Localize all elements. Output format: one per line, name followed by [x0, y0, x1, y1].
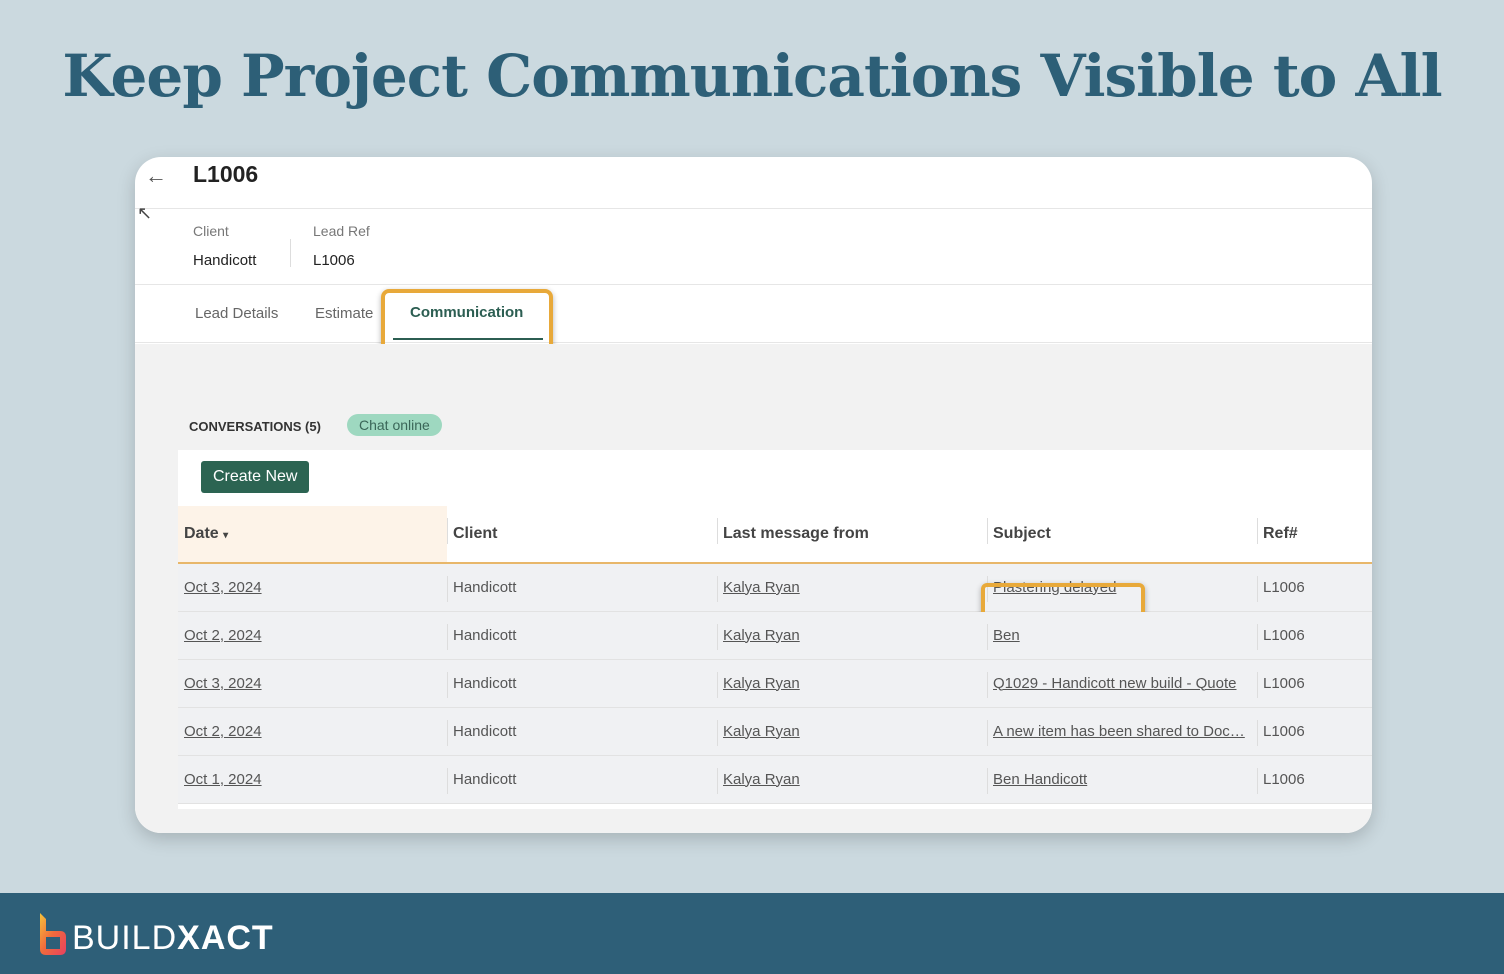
chat-status-badge: Chat online — [347, 414, 442, 436]
logo-mark-icon — [40, 913, 66, 955]
cell-ref: L1006 — [1263, 722, 1305, 740]
mouse-cursor-icon: ↖ — [137, 203, 153, 223]
active-tab-indicator — [393, 338, 543, 340]
lead-card: ← L1006 ↖ Client Handicott Lead Ref L1006 … — [135, 157, 1372, 833]
table-row[interactable]: Oct 3, 2024 Handicott Kalya Ryan Q1029 - Ha… — [178, 659, 1372, 708]
table-row[interactable]: Oct 2, 2024 Handicott Kalya Ryan Ben L1006 — [178, 611, 1372, 660]
cell-date[interactable]: Oct 3, 2024 — [184, 674, 262, 692]
cell-ref: L1006 — [1263, 770, 1305, 788]
client-value: Handicott — [193, 252, 257, 269]
table-row[interactable]: Oct 1, 2024 Handicott Kalya Ryan Ben Handic… — [178, 755, 1372, 804]
cell-date[interactable]: Oct 2, 2024 — [184, 626, 262, 644]
column-header-subject[interactable]: Subject — [987, 506, 1257, 564]
lead-ref-value: L1006 — [313, 252, 355, 269]
cell-subject[interactable]: Ben — [993, 626, 1020, 644]
table-row[interactable]: Oct 3, 2024 Handicott Kalya Ryan Plastering… — [178, 563, 1372, 625]
conversations-table: Date ▾ Client Last message from Subject … — [178, 506, 1372, 804]
cell-client: Handicott — [453, 722, 517, 740]
cell-last-message-from[interactable]: Kalya Ryan — [723, 626, 800, 644]
cell-subject[interactable]: Q1029 - Handicott new build - Quote — [993, 674, 1237, 692]
tab-lead-details[interactable]: Lead Details — [195, 305, 279, 322]
cell-ref: L1006 — [1263, 578, 1305, 596]
buildxact-logo: BUILDXACT — [40, 913, 274, 955]
back-arrow-icon[interactable]: ← — [145, 163, 167, 188]
divider — [290, 239, 291, 267]
client-label: Client — [193, 223, 229, 239]
tab-communication[interactable]: Communication — [410, 304, 524, 321]
sort-down-icon: ▾ — [223, 530, 229, 541]
cell-subject[interactable]: A new item has been shared to Doc… — [993, 722, 1245, 740]
footer: BUILDXACT — [0, 893, 1504, 974]
cell-client: Handicott — [453, 674, 517, 692]
conversations-heading: CONVERSATIONS (5) — [189, 419, 321, 434]
cell-ref: L1006 — [1263, 626, 1305, 644]
page-title: L1006 — [193, 161, 259, 187]
cell-date[interactable]: Oct 3, 2024 — [184, 578, 262, 596]
cell-last-message-from[interactable]: Kalya Ryan — [723, 722, 800, 740]
create-new-button[interactable]: Create New — [201, 461, 310, 493]
cell-client: Handicott — [453, 578, 517, 596]
cell-last-message-from[interactable]: Kalya Ryan — [723, 578, 800, 596]
cell-date[interactable]: Oct 2, 2024 — [184, 722, 262, 740]
cell-ref: L1006 — [1263, 674, 1305, 692]
cell-last-message-from[interactable]: Kalya Ryan — [723, 770, 800, 788]
cell-last-message-from[interactable]: Kalya Ryan — [723, 674, 800, 692]
cell-subject[interactable]: Ben Handicott — [993, 770, 1088, 788]
communication-panel: CONVERSATIONS (5) Chat online Create New… — [135, 344, 1372, 833]
table-row[interactable]: Oct 2, 2024 Handicott Kalya Ryan A new item… — [178, 707, 1372, 756]
column-header-last-message[interactable]: Last message from — [717, 506, 987, 564]
headline: Keep Project Communications Visible to A… — [62, 42, 1442, 110]
cell-client: Handicott — [453, 770, 517, 788]
cell-date[interactable]: Oct 1, 2024 — [184, 770, 262, 788]
tab-estimate[interactable]: Estimate — [315, 305, 374, 322]
lead-ref-label: Lead Ref — [313, 223, 370, 239]
column-header-date[interactable]: Date ▾ — [178, 506, 447, 564]
column-header-client[interactable]: Client — [447, 506, 717, 564]
cell-client: Handicott — [453, 626, 517, 644]
column-header-ref[interactable]: Ref# — [1257, 506, 1372, 564]
